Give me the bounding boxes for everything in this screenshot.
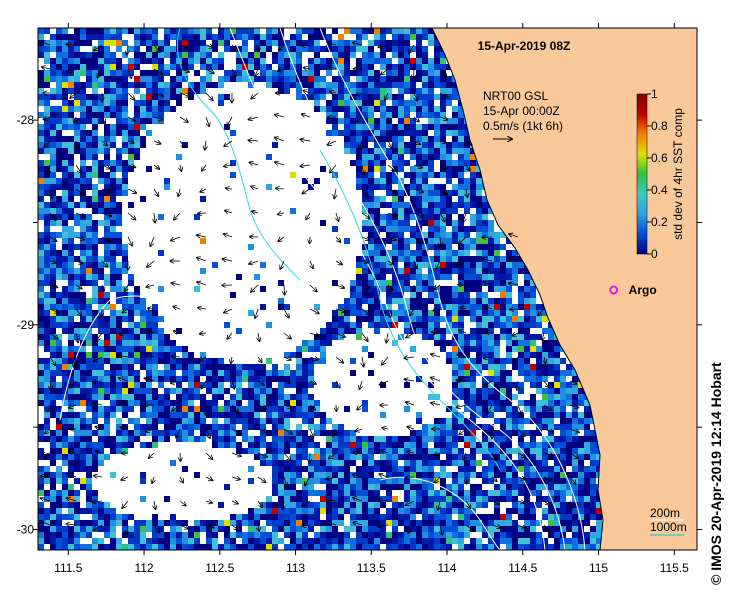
colorbar-tick-label: 1 (651, 87, 658, 101)
argo-marker[interactable]: Argo (609, 283, 657, 297)
colorbar-gradient (636, 93, 648, 255)
colorbar-tick-label: 0 (651, 247, 658, 261)
y-tick-label: -28 (17, 113, 35, 127)
x-tick-label: 111.5 (54, 561, 83, 575)
colorbar-tick-label: 0.2 (651, 215, 668, 229)
y-tick-label: -30 (17, 523, 35, 537)
x-axis: 111.5 112 112.5 113 113.5 114 114.5 115 115.5 (54, 23, 689, 575)
x-tick-label: 114 (437, 561, 456, 575)
plot-frame (37, 27, 698, 551)
product-line-2: 15-Apr 00:00Z (483, 104, 560, 118)
x-tick-label: 112.5 (205, 561, 234, 575)
colorbar-label: std dev of 4hr SST comp (671, 108, 685, 240)
x-tick-label: 112 (134, 561, 153, 575)
x-tick-label: 114.5 (508, 561, 537, 575)
credit-text: © IMOS 20-Apr-2019 12:14 Hobart (708, 362, 724, 585)
current-vectors (40, 42, 579, 535)
product-line-3: 0.5m/s (1kt 6h) (483, 119, 563, 133)
x-tick-label: 113.5 (357, 561, 386, 575)
product-line-1: NRT00 GSL (483, 89, 548, 103)
x-tick-label: 113 (286, 561, 305, 575)
argo-icon[interactable] (609, 285, 619, 295)
y-tick-label: -29 (17, 318, 35, 332)
argo-label: Argo (629, 283, 657, 297)
y-axis: -28 -29 -30 (17, 113, 702, 537)
legend-1000m: 1000m (650, 520, 687, 534)
map-title: 15-Apr-2019 08Z (478, 39, 571, 53)
x-tick-label: 115.5 (660, 561, 689, 575)
colorbar-tick-label: 0.8 (651, 119, 668, 133)
product-info: NRT00 GSL 15-Apr 00:00Z 0.5m/s (1kt 6h) (483, 89, 563, 139)
land-mass (431, 28, 697, 550)
legend-200m: 200m (650, 506, 680, 520)
bathymetry-legend: 200m 1000m (650, 506, 687, 536)
x-tick-label: 115 (589, 561, 608, 575)
colorbar-tick-label: 0.4 (651, 183, 668, 197)
colorbar: 0 0.2 0.4 0.6 0.8 1 std dev of 4hr SST comp (636, 87, 685, 261)
colorbar-tick-label: 0.6 (651, 151, 668, 165)
